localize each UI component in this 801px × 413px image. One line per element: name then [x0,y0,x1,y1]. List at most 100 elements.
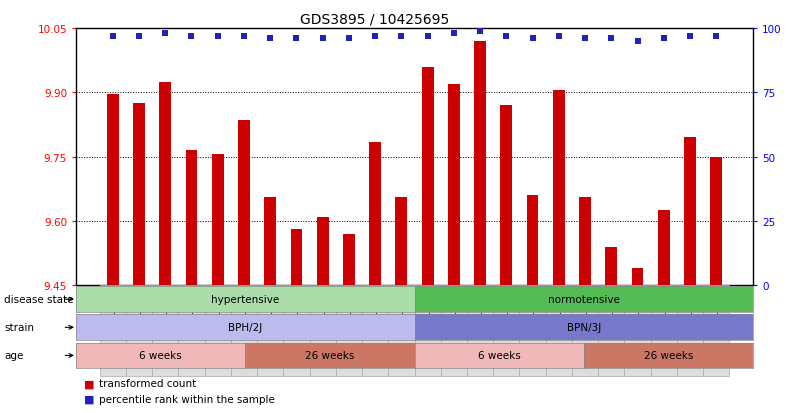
Text: GSM618076: GSM618076 [318,290,327,336]
Text: 26 weeks: 26 weeks [644,351,693,361]
Text: GSM618091: GSM618091 [239,290,248,336]
Point [526,36,539,43]
Text: GDS3895 / 10425695: GDS3895 / 10425695 [300,12,449,26]
Text: GSM618096: GSM618096 [528,290,537,336]
Text: GSM618086: GSM618086 [108,290,117,336]
FancyBboxPatch shape [415,285,441,376]
Text: GSM618079: GSM618079 [397,290,406,336]
FancyBboxPatch shape [231,285,257,376]
FancyBboxPatch shape [572,285,598,376]
Text: strain: strain [4,323,34,332]
Bar [606,247,618,285]
Bar [107,95,119,285]
FancyBboxPatch shape [650,285,677,376]
FancyBboxPatch shape [493,285,520,376]
Bar [396,198,407,285]
Bar [684,138,696,285]
FancyBboxPatch shape [336,285,362,376]
FancyBboxPatch shape [598,285,625,376]
Text: GSM618093: GSM618093 [449,290,458,336]
Text: GSM618077: GSM618077 [344,290,353,336]
Point [578,36,591,43]
Bar [159,82,171,285]
FancyBboxPatch shape [625,285,650,376]
FancyBboxPatch shape [152,285,179,376]
Point [343,36,356,43]
FancyBboxPatch shape [677,285,703,376]
Text: GSM618074: GSM618074 [266,290,275,336]
Text: 26 weeks: 26 weeks [305,351,355,361]
Bar [448,85,460,285]
Point [421,33,434,40]
Text: disease state: disease state [4,294,74,304]
Point [710,33,723,40]
FancyBboxPatch shape [309,285,336,376]
Text: BPH/2J: BPH/2J [228,323,263,332]
Bar [527,196,538,285]
Text: ■: ■ [84,394,95,404]
FancyBboxPatch shape [388,285,415,376]
Point [107,33,119,40]
Text: 6 weeks: 6 weeks [477,351,521,361]
FancyBboxPatch shape [204,285,231,376]
Point [500,33,513,40]
Bar [579,198,591,285]
Text: normotensive: normotensive [548,294,620,304]
FancyBboxPatch shape [703,285,730,376]
Point [395,33,408,40]
Text: transformed count: transformed count [99,378,195,388]
FancyBboxPatch shape [362,285,388,376]
Text: hypertensive: hypertensive [211,294,280,304]
Bar [316,217,328,285]
Bar [343,234,355,285]
Point [238,33,251,40]
FancyBboxPatch shape [126,285,152,376]
Text: GSM618082: GSM618082 [633,290,642,336]
FancyBboxPatch shape [545,285,572,376]
Text: GSM618078: GSM618078 [371,290,380,336]
Text: age: age [4,351,23,361]
Point [159,31,171,37]
Text: GSM618087: GSM618087 [135,290,143,336]
Text: GSM618084: GSM618084 [686,290,694,336]
Point [211,33,224,40]
Text: GSM618081: GSM618081 [607,290,616,336]
Text: GSM618092: GSM618092 [423,290,432,336]
Point [683,33,696,40]
Point [448,31,461,37]
FancyBboxPatch shape [284,285,309,376]
Text: GSM618075: GSM618075 [292,290,301,336]
Text: ■: ■ [84,378,95,388]
Text: percentile rank within the sample: percentile rank within the sample [99,394,275,404]
Text: GSM618090: GSM618090 [213,290,222,336]
Bar [632,268,643,285]
Text: GSM618089: GSM618089 [187,290,196,336]
Bar [553,91,565,285]
Text: 6 weeks: 6 weeks [139,351,182,361]
Bar [422,67,433,285]
Text: GSM618088: GSM618088 [161,290,170,336]
Bar [291,230,302,285]
FancyBboxPatch shape [179,285,204,376]
Bar [264,198,276,285]
Point [605,36,618,43]
Point [368,33,381,40]
Point [473,28,486,35]
FancyBboxPatch shape [257,285,284,376]
Bar [186,151,197,285]
Point [658,36,670,43]
Text: GSM618094: GSM618094 [476,290,485,336]
Text: GSM618085: GSM618085 [712,290,721,336]
Point [290,36,303,43]
FancyBboxPatch shape [99,285,126,376]
FancyBboxPatch shape [467,285,493,376]
Bar [211,155,223,285]
Point [553,33,566,40]
Bar [474,42,486,285]
Text: BPN/3J: BPN/3J [566,323,601,332]
FancyBboxPatch shape [520,285,545,376]
Point [133,33,146,40]
Point [185,33,198,40]
Text: GSM618095: GSM618095 [502,290,511,336]
Bar [658,211,670,285]
